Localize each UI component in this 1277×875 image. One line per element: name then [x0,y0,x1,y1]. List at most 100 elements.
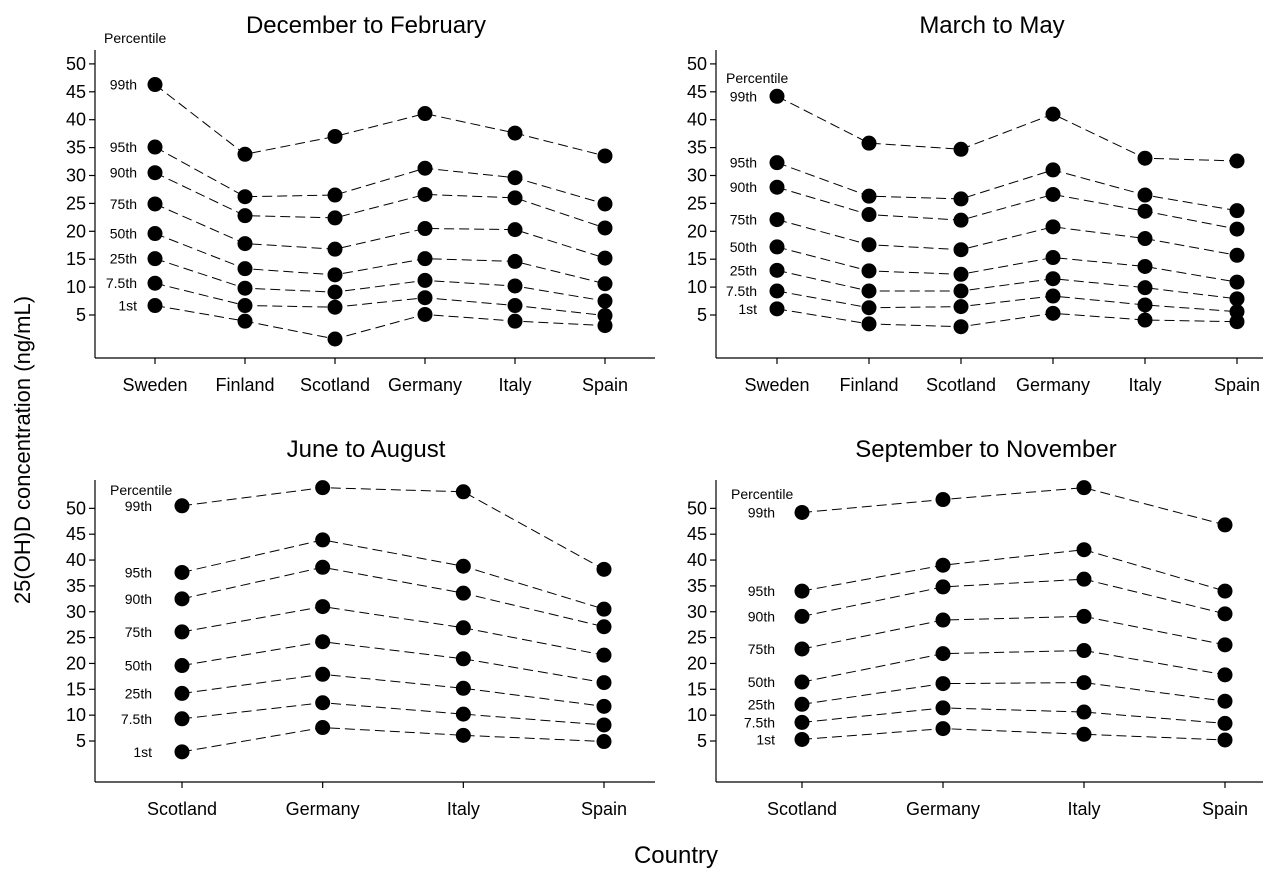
percentile-heading: Percentile [104,30,166,46]
percentile-label: 99th [730,88,757,104]
percentile-label: 1st [133,744,152,760]
data-point [1137,280,1153,296]
data-point [596,675,612,691]
data-point [597,318,613,334]
series-line-7.5th [154,282,606,317]
data-point [455,680,471,696]
panel-december-to-february: December to February Percentile 5 10 15 20 2… [66,12,655,395]
data-point [953,141,969,157]
data-point [794,674,810,690]
data-point [794,714,810,730]
data-point [147,275,163,291]
series-line-1st [801,728,1226,741]
data-point [147,196,163,212]
data-point [953,191,969,207]
data-point [455,585,471,601]
x-tick-label: Sweden [744,375,809,395]
data-point [507,125,523,141]
data-point [455,651,471,667]
data-point [1045,288,1061,304]
data-point [147,226,163,242]
data-point [237,208,253,224]
y-tick-label: 15 [687,249,707,269]
data-point [794,696,810,712]
data-point [1045,162,1061,178]
percentile-label: 25th [110,251,137,267]
y-tick-label: 5 [697,305,707,325]
series-line-95th [154,146,606,205]
y-tick-label: 25 [687,628,707,648]
data-point [315,532,331,548]
data-point [237,298,253,314]
data-point [1045,271,1061,287]
data-point [861,300,877,316]
data-point [1217,637,1233,653]
percentile-label: 90th [125,591,152,607]
data-point [1076,675,1092,691]
data-point [769,179,785,195]
series-line-25th [181,673,605,707]
percentile-label: 7.5th [744,714,775,730]
data-point [935,646,951,662]
data-point [315,480,331,496]
percentile-label: 1st [738,301,757,317]
y-tick-label: 20 [687,653,707,673]
data-point [769,88,785,104]
data-point [315,599,331,615]
data-point [1045,106,1061,122]
percentile-label: 75th [110,196,137,212]
x-tick-label: Italy [1067,799,1100,819]
data-point [327,210,343,226]
data-point [315,559,331,575]
series-line-99th [776,95,1238,162]
data-point [1217,517,1233,533]
data-point [794,641,810,657]
data-point [237,280,253,296]
data-point [507,298,523,314]
data-point [417,160,433,176]
x-tick-label: Scotland [767,799,837,819]
data-point [769,262,785,278]
y-tick-label: 45 [66,82,86,102]
data-point [1076,571,1092,587]
data-point [1045,219,1061,235]
y-tick-label: 45 [687,82,707,102]
percentile-label: 90th [730,179,757,195]
data-point [455,706,471,722]
data-point [1045,186,1061,202]
x-tick-label: Scotland [926,375,996,395]
percentile-label: 1st [756,731,775,747]
percentile-label: 7.5th [106,275,137,291]
data-point [769,239,785,255]
y-tick-label: 50 [66,498,86,518]
data-point [769,155,785,171]
series-line-99th [801,487,1226,526]
data-point [1076,608,1092,624]
x-axis-label: Country [634,842,718,869]
y-axis-label: 25(OH)D concentration (ng/mL) [10,296,35,604]
series-line-99th [181,487,605,570]
data-point [174,744,190,760]
x-tick-label: Scotland [300,375,370,395]
data-point [237,236,253,252]
data-point [1137,150,1153,166]
data-point [769,283,785,299]
data-point [174,658,190,674]
series-line-90th [154,172,606,229]
data-point [1229,221,1245,237]
data-point [174,685,190,701]
y-tick-label: 25 [687,193,707,213]
y-tick-label: 30 [687,166,707,186]
data-point [315,634,331,650]
data-point [417,186,433,202]
data-point [147,139,163,155]
series-line-75th [154,203,606,259]
y-tick-label: 15 [66,249,86,269]
y-tick-label: 40 [687,550,707,570]
y-tick-label: 50 [687,498,707,518]
percentile-label: 99th [110,77,137,93]
data-point [953,299,969,315]
y-tick-label: 40 [66,550,86,570]
x-tick-label: Italy [447,799,480,819]
series-line-90th [801,578,1226,617]
